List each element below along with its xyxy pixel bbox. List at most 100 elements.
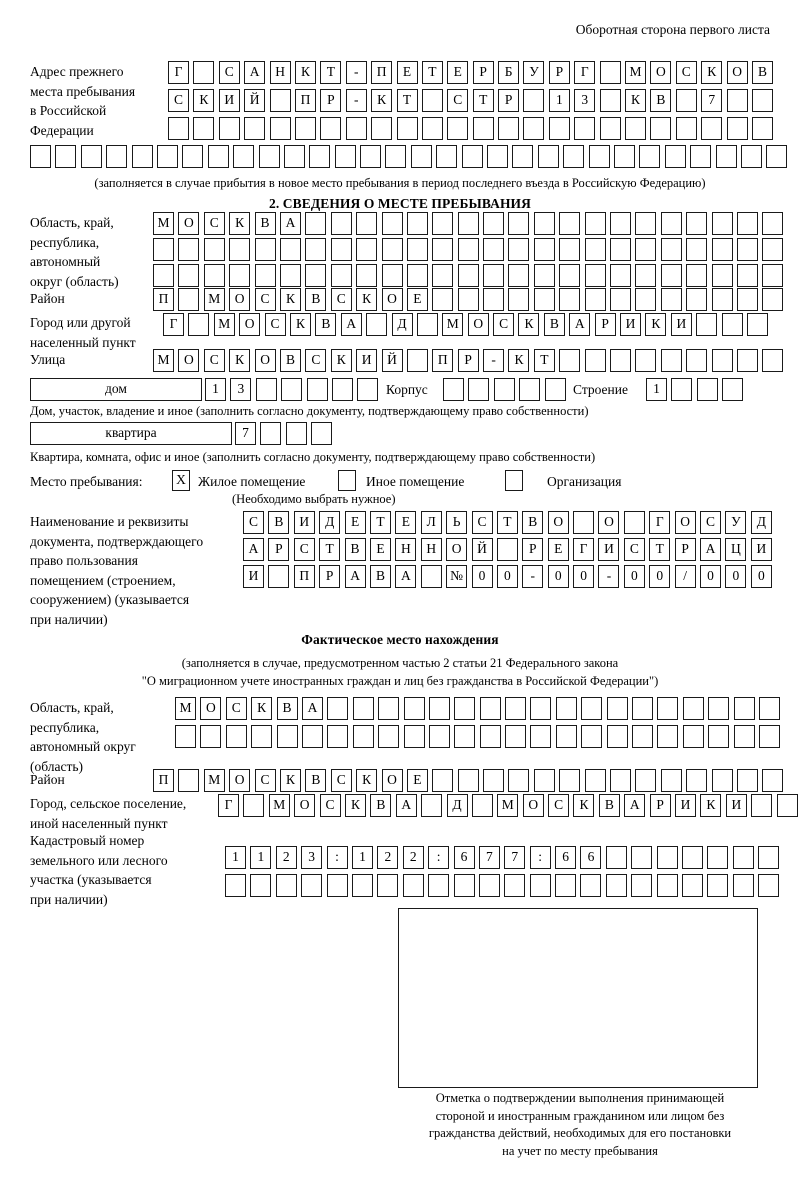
prev-address-r1-cell-21[interactable]: С	[675, 61, 697, 84]
actual-region-r2-cell-4[interactable]	[251, 725, 273, 748]
city-cell-19[interactable]: И	[620, 313, 642, 336]
prev-address-r3-cell-2[interactable]	[193, 117, 215, 140]
cadastral-r2-cell-19[interactable]	[682, 874, 704, 897]
actual-district-cell-12[interactable]	[432, 769, 454, 792]
actual-city-cell-18[interactable]: Р	[649, 794, 671, 817]
district-cell-11[interactable]: Е	[406, 288, 428, 311]
actual-district-cell-19[interactable]	[610, 769, 632, 792]
document-r2-cell-4[interactable]: Т	[319, 538, 341, 561]
prev-address-r2-cell-1[interactable]: С	[168, 89, 189, 112]
region-r1-cell-23[interactable]	[711, 212, 733, 235]
document-r2-cell-17[interactable]: Т	[649, 538, 671, 561]
street-cell-15[interactable]: К	[508, 349, 530, 372]
prev-address-r4-cell-9[interactable]	[233, 145, 255, 168]
street-cell-22[interactable]	[686, 349, 708, 372]
region-r3-cell-1[interactable]	[153, 264, 174, 287]
actual-region-r2-cell-6[interactable]	[301, 725, 323, 748]
document-r1-cell-11[interactable]: Т	[496, 511, 518, 534]
document-r3-cell-7[interactable]: А	[395, 565, 417, 588]
document-r1-cell-14[interactable]	[573, 511, 595, 534]
actual-region-r2-cell-10[interactable]	[403, 725, 425, 748]
document-r2-cell-14[interactable]: Г	[573, 538, 595, 561]
prev-address-r4-cell-29[interactable]	[740, 145, 762, 168]
prev-address-r3-cell-18[interactable]	[599, 117, 621, 140]
prev-address-r4-cell-12[interactable]	[309, 145, 331, 168]
prev-address-row-3[interactable]	[168, 117, 773, 140]
cadastral-r1-cell-9[interactable]: :	[428, 846, 450, 869]
actual-region-r1-cell-10[interactable]	[403, 697, 425, 720]
prev-address-r4-cell-30[interactable]	[766, 145, 788, 168]
prev-address-r3-cell-22[interactable]	[701, 117, 723, 140]
document-r1-cell-12[interactable]: В	[522, 511, 544, 534]
street-cell-19[interactable]	[610, 349, 632, 372]
region-r3-cell-21[interactable]	[660, 264, 682, 287]
actual-region-r2-cell-1[interactable]	[175, 725, 196, 748]
actual-city-cell-20[interactable]: К	[700, 794, 722, 817]
region-r2-cell-2[interactable]	[178, 238, 200, 261]
document-r3-cell-6[interactable]: В	[369, 565, 391, 588]
document-r2-cell-10[interactable]: Й	[471, 538, 493, 561]
city-cell-1[interactable]: Г	[163, 313, 184, 336]
street-cell-9[interactable]: И	[356, 349, 378, 372]
document-r3-cell-5[interactable]: А	[344, 565, 366, 588]
flat-cell-4[interactable]	[311, 422, 333, 445]
cadastral-r2-cell-2[interactable]	[250, 874, 272, 897]
prev-address-r3-cell-23[interactable]	[726, 117, 748, 140]
prev-address-r2-cell-11[interactable]	[421, 89, 443, 112]
document-r1-cell-17[interactable]: Г	[649, 511, 671, 534]
city-cell-11[interactable]	[416, 313, 438, 336]
cadastral-r1-cell-8[interactable]: 2	[402, 846, 424, 869]
prev-address-r1-cell-10[interactable]: Е	[396, 61, 418, 84]
city-cell-17[interactable]: А	[569, 313, 591, 336]
region-r2-cell-5[interactable]	[254, 238, 276, 261]
region-r3-cell-15[interactable]	[508, 264, 530, 287]
flat-box-label[interactable]: квартира	[30, 422, 232, 445]
cadastral-r1-cell-16[interactable]	[605, 846, 627, 869]
region-r1-cell-7[interactable]	[305, 212, 327, 235]
actual-district-cell-22[interactable]	[686, 769, 708, 792]
actual-region-r2-cell-22[interactable]	[708, 725, 730, 748]
korpus-cell-3[interactable]	[493, 378, 515, 401]
prev-address-r1-cell-1[interactable]: Г	[168, 61, 189, 84]
actual-region-r2-cell-16[interactable]	[555, 725, 577, 748]
region-r1-cell-2[interactable]: О	[178, 212, 200, 235]
street-cell-4[interactable]: К	[229, 349, 251, 372]
document-r3-cell-2[interactable]	[268, 565, 290, 588]
city-cell-7[interactable]: В	[315, 313, 337, 336]
city-cell-4[interactable]: О	[239, 313, 261, 336]
district-cell-18[interactable]	[584, 288, 606, 311]
document-r1-cell-8[interactable]: Л	[420, 511, 442, 534]
region-r3-cell-13[interactable]	[457, 264, 479, 287]
region-r2-cell-25[interactable]	[762, 238, 784, 261]
actual-region-r1-cell-17[interactable]	[581, 697, 603, 720]
actual-district-cell-13[interactable]	[457, 769, 479, 792]
cadastral-r1-cell-13[interactable]: :	[529, 846, 551, 869]
region-r2-cell-24[interactable]	[736, 238, 758, 261]
prev-address-r4-cell-15[interactable]	[385, 145, 407, 168]
house-cell-3[interactable]	[255, 378, 277, 401]
district-cell-12[interactable]	[432, 288, 454, 311]
street-cell-11[interactable]	[406, 349, 428, 372]
prev-address-r1-cell-3[interactable]: С	[218, 61, 240, 84]
prev-address-r2-cell-21[interactable]	[675, 89, 697, 112]
actual-city-cell-4[interactable]: О	[294, 794, 316, 817]
prev-address-r4-cell-4[interactable]	[106, 145, 128, 168]
actual-city-cell-19[interactable]: И	[675, 794, 697, 817]
prev-address-r2-cell-15[interactable]	[523, 89, 545, 112]
document-r3-cell-15[interactable]: -	[598, 565, 620, 588]
district-cell-2[interactable]	[178, 288, 200, 311]
region-r3-cell-19[interactable]	[610, 264, 632, 287]
district-cell-16[interactable]	[533, 288, 555, 311]
prev-address-r1-cell-13[interactable]: Р	[472, 61, 494, 84]
actual-city-cell-13[interactable]: О	[522, 794, 544, 817]
house-cell-7[interactable]	[357, 378, 379, 401]
actual-city-cell-21[interactable]: И	[725, 794, 747, 817]
cadastral-r1-cell-14[interactable]: 6	[555, 846, 577, 869]
district-cell-15[interactable]	[508, 288, 530, 311]
actual-city-cell-23[interactable]	[776, 794, 798, 817]
city-cell-15[interactable]: К	[518, 313, 540, 336]
flat-cell-3[interactable]	[285, 422, 307, 445]
actual-district-cell-16[interactable]	[533, 769, 555, 792]
